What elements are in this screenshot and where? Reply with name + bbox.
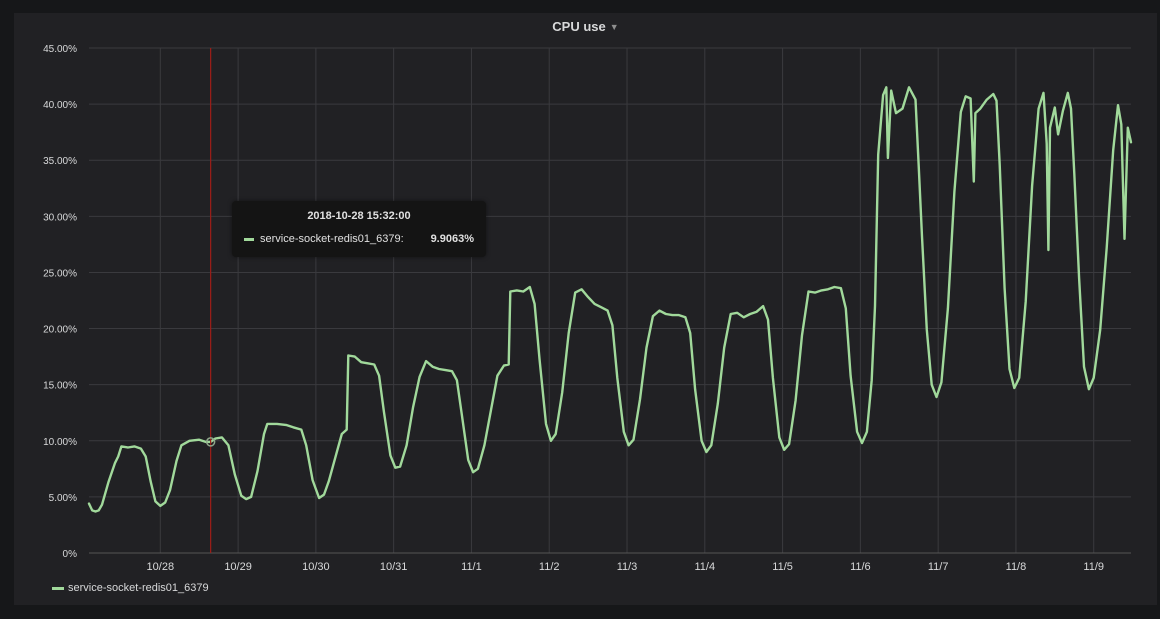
x-tick-label: 11/8: [1006, 561, 1027, 573]
tooltip-series-name: service-socket-redis01_6379:: [260, 233, 404, 245]
y-tick-label: 30.00%: [43, 212, 77, 223]
x-tick-label: 11/9: [1083, 561, 1104, 573]
y-tick-label: 35.00%: [43, 156, 77, 167]
x-axis: 10/28 10/29 10/30 10/31 11/1 11/2 11/3 11/4 11/5…: [89, 552, 1131, 573]
x-tick-label: 11/3: [617, 561, 638, 573]
x-tick-label: 11/7: [928, 561, 949, 573]
legend-swatch: [52, 586, 64, 590]
x-tick-label: 11/6: [850, 561, 871, 573]
series-layer: [87, 86, 1133, 513]
series-line[interactable]: [87, 86, 1133, 513]
plot-area[interactable]: 0% 5.00% 10.00% 15.00% 20.00% 25.00% 30.00% 35.…: [14, 13, 1157, 605]
y-tick-label: 25.00%: [43, 268, 77, 279]
tooltip-time: 2018-10-28 15:32:00: [307, 210, 411, 222]
x-tick-label: 10/30: [302, 561, 330, 573]
legend-item-label[interactable]: service-socket-redis01_6379: [68, 582, 209, 594]
panel-title[interactable]: CPU use ▼: [14, 19, 1157, 34]
y-tick-label: 10.00%: [43, 437, 77, 448]
x-tick-label: 10/28: [147, 561, 175, 573]
y-axis: 0% 5.00% 10.00% 15.00% 20.00% 25.00% 30.00% 35.…: [43, 44, 77, 560]
y-tick-label: 20.00%: [43, 325, 77, 336]
y-tick-label: 5.00%: [49, 493, 77, 504]
y-tick-label: 40.00%: [43, 100, 77, 111]
x-tick-label: 10/31: [380, 561, 408, 573]
y-tick-label: 0%: [63, 549, 78, 560]
tooltip-row: service-socket-redis01_6379: 9.9063%: [244, 233, 474, 245]
tooltip-value: 9.9063%: [430, 233, 474, 245]
x-tick-label: 10/29: [224, 561, 252, 573]
caret-down-icon[interactable]: ▼: [609, 22, 619, 32]
y-tick-label: 15.00%: [43, 381, 77, 392]
x-tick-label: 11/4: [695, 561, 716, 573]
y-tick-label: 45.00%: [43, 44, 77, 55]
chart-panel: CPU use ▼ 0% 5.00% 10.00% 15.00% 20.00% 25.00%…: [14, 13, 1157, 605]
panel-title-text[interactable]: CPU use: [552, 19, 606, 34]
x-tick-label: 11/2: [539, 561, 560, 573]
tooltip: 2018-10-28 15:32:00 service-socket-redis…: [232, 201, 486, 257]
grid: [89, 47, 1131, 554]
x-tick-label: 11/1: [461, 561, 482, 573]
legend: service-socket-redis01_6379: [52, 582, 209, 594]
tooltip-swatch: [244, 237, 254, 241]
crosshair-layer: [205, 48, 216, 553]
hover-point-marker: [205, 437, 216, 447]
x-tick-label: 11/5: [772, 561, 793, 573]
